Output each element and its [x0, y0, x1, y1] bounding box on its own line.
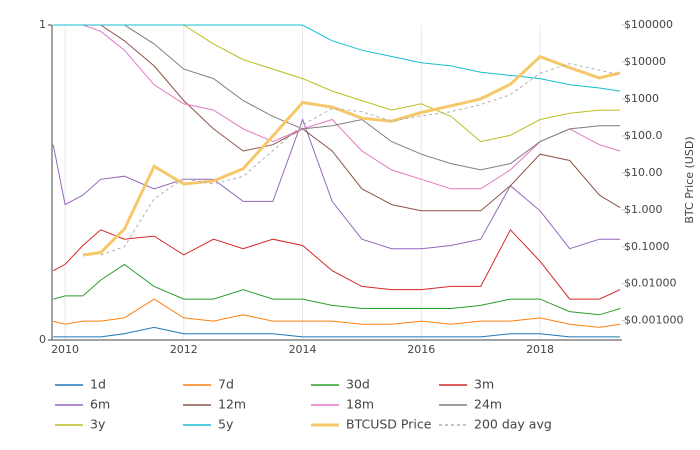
y2-tick-label: $100.0 — [624, 129, 663, 142]
y2-tick-label: $0.01000 — [624, 277, 677, 290]
legend-label: 18m — [346, 397, 374, 412]
x-tick-label: 2016 — [407, 343, 435, 356]
legend-label: 5y — [218, 417, 234, 432]
series-line — [53, 24, 621, 92]
series-line — [52, 118, 621, 250]
y2-tick-label: $0.1000 — [624, 240, 670, 253]
legend-label: 200 day avg — [474, 417, 552, 432]
legend-label: BTCUSD Price — [346, 417, 432, 432]
series-line — [82, 54, 621, 257]
y-tick-label: 0 — [39, 333, 46, 346]
y2-tick-label: $10.00 — [624, 166, 663, 179]
y2-tick-label: $1.000 — [624, 203, 663, 216]
legend-label: 3y — [90, 417, 106, 432]
x-tick-label: 2012 — [170, 343, 198, 356]
series-line — [53, 24, 621, 190]
y2-axis-title: BTC Price (USD) — [683, 136, 696, 223]
y2-tick-label: $0.001000 — [624, 314, 684, 327]
legend-label: 12m — [218, 397, 246, 412]
series-line — [53, 263, 621, 316]
legend-label: 6m — [90, 397, 110, 412]
y2-tick-label: $10000 — [624, 55, 666, 68]
x-tick-label: 2018 — [526, 343, 554, 356]
series-line — [53, 326, 621, 338]
y-tick-label: 1 — [39, 18, 46, 31]
series-line — [53, 298, 621, 328]
x-tick-label: 2014 — [289, 343, 317, 356]
legend-label: 30d — [346, 377, 370, 392]
y2-tick-label: $1000 — [624, 92, 659, 105]
legend-label: 1d — [90, 377, 106, 392]
series-line — [52, 228, 621, 300]
series-line — [53, 24, 621, 171]
series-line — [100, 63, 621, 256]
legend-label: 7d — [218, 377, 234, 392]
legend-label: 24m — [474, 397, 502, 412]
y2-tick-label: $100000 — [624, 18, 673, 31]
x-tick-label: 2010 — [51, 343, 79, 356]
series-line — [53, 24, 621, 212]
legend-label: 3m — [474, 377, 494, 392]
